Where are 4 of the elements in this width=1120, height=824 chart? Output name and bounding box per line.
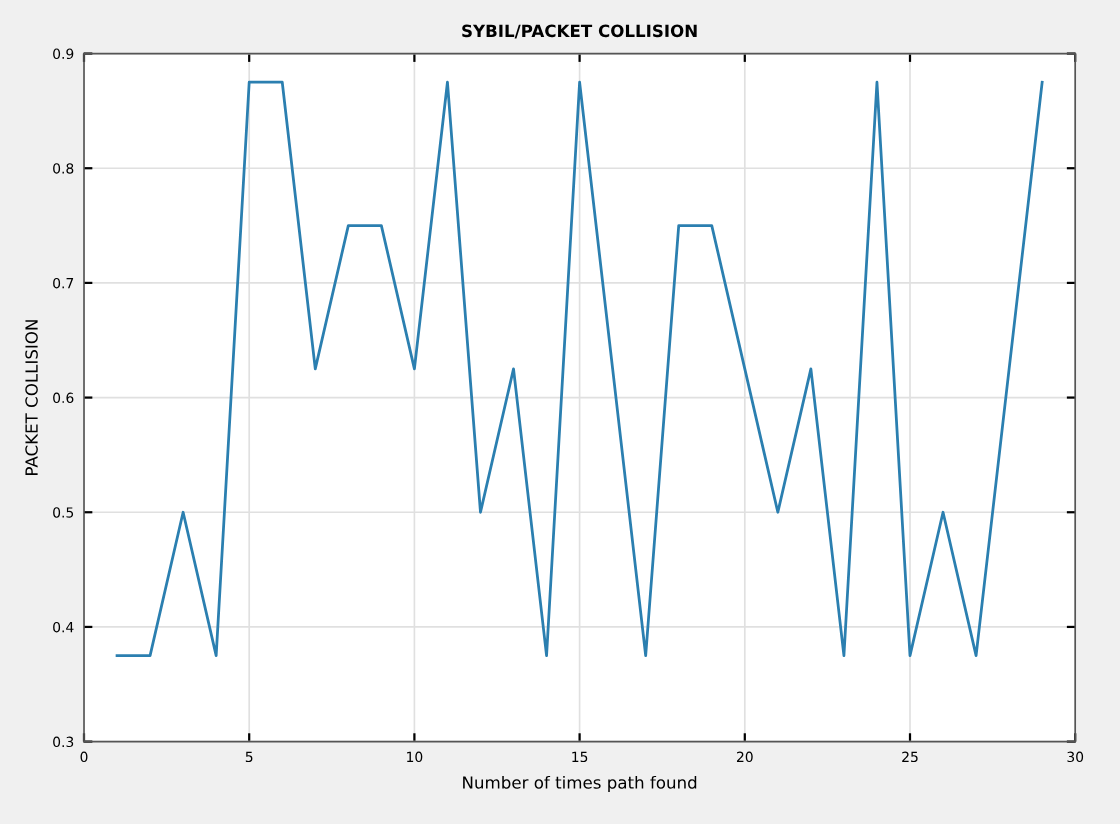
y-axis-title: PACKET COLLISION	[25, 320, 38, 475]
chart-title: SYBIL/PACKET COLLISION	[462, 24, 697, 39]
x-axis-title: Number of times path found	[463, 775, 697, 793]
line-series	[115, 80, 1044, 657]
